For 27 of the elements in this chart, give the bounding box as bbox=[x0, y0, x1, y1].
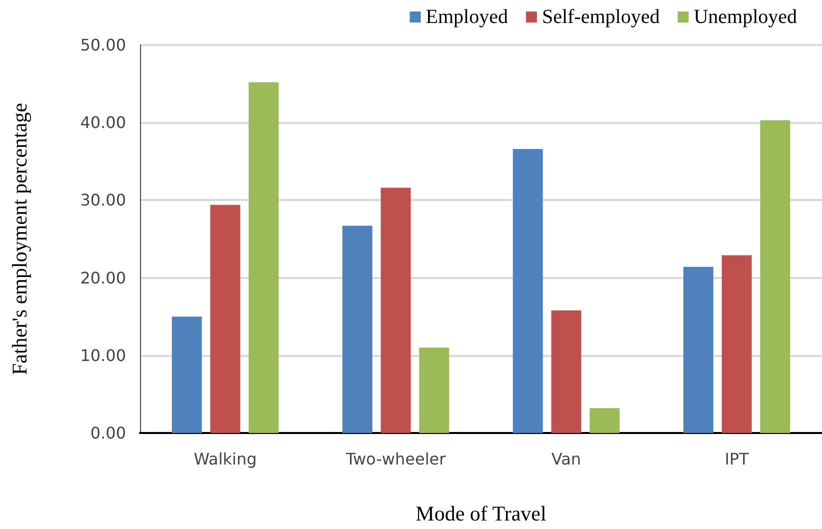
x-axis-title: Mode of Travel bbox=[416, 502, 546, 526]
bar bbox=[722, 255, 752, 433]
bar bbox=[380, 188, 411, 433]
x-tick-label: Van bbox=[551, 450, 582, 468]
y-tick-label: 40.00 bbox=[80, 113, 126, 132]
bar bbox=[590, 408, 620, 433]
legend-label: Self-employed bbox=[542, 6, 660, 28]
y-axis-title: Father's employment percentage bbox=[8, 102, 32, 376]
bar bbox=[419, 348, 450, 433]
y-tick-label: 10.00 bbox=[80, 346, 126, 365]
bar bbox=[210, 204, 240, 433]
bar bbox=[683, 266, 714, 433]
bar bbox=[551, 310, 582, 433]
legend-label: Employed bbox=[426, 6, 508, 28]
bar bbox=[512, 148, 543, 433]
bar bbox=[342, 226, 372, 433]
bar bbox=[248, 82, 279, 433]
x-tick-label: IPT bbox=[724, 450, 750, 468]
legend-label: Unemployed bbox=[694, 6, 797, 28]
x-tick-label: Two-wheeler bbox=[344, 450, 446, 468]
x-tick-label: Walking bbox=[194, 450, 257, 468]
y-tick-label: 30.00 bbox=[80, 190, 126, 210]
bar bbox=[760, 120, 790, 433]
y-tick-label: 0.00 bbox=[90, 424, 126, 442]
y-tick-label: 50.00 bbox=[80, 36, 126, 54]
y-tick-label: 20.00 bbox=[80, 268, 126, 288]
bar bbox=[172, 316, 202, 433]
